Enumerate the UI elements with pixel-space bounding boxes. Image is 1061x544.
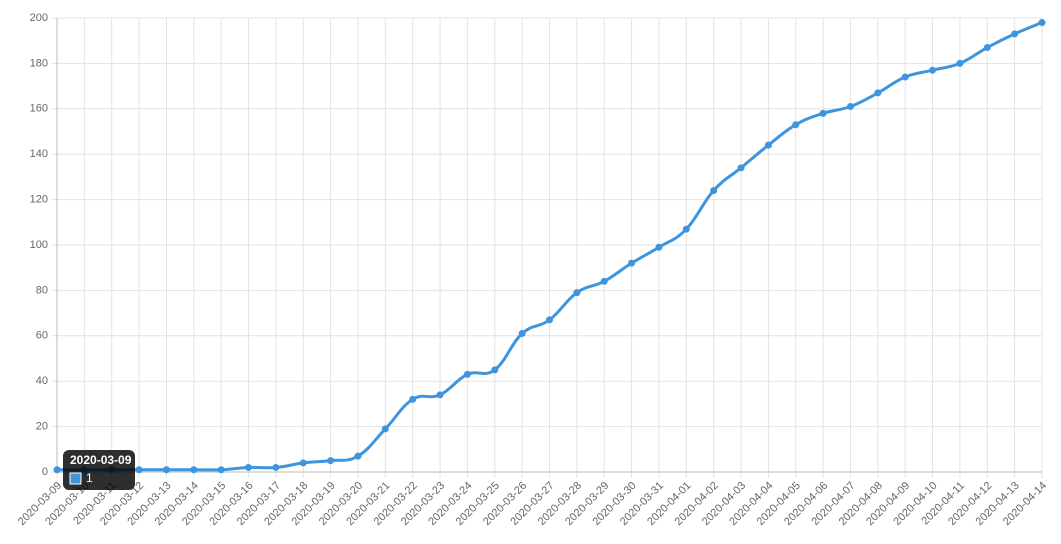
- point: [491, 366, 499, 374]
- point: [53, 466, 61, 474]
- point: [190, 466, 198, 474]
- point: [299, 459, 307, 467]
- point: [737, 164, 745, 172]
- y-tick-label: 200: [30, 12, 48, 24]
- point: [983, 44, 991, 52]
- point: [546, 316, 553, 324]
- point: [245, 463, 253, 471]
- tooltip-swatch: [69, 472, 82, 485]
- point: [162, 466, 170, 474]
- point: [682, 225, 690, 233]
- y-tick-label: 60: [36, 330, 48, 342]
- point: [819, 109, 827, 117]
- point: [710, 187, 718, 195]
- point: [874, 89, 882, 97]
- y-tick-label: 120: [30, 194, 48, 206]
- point: [956, 59, 964, 67]
- y-tick-label: 140: [30, 148, 48, 160]
- tooltip-value: 1: [86, 471, 93, 485]
- point: [381, 425, 389, 433]
- y-tick-label: 180: [30, 57, 48, 69]
- point: [846, 103, 854, 111]
- y-tick-label: 0: [42, 466, 48, 478]
- point: [573, 289, 581, 297]
- point: [655, 243, 663, 251]
- tooltip-title: 2020-03-09: [70, 453, 132, 467]
- point: [1011, 30, 1019, 38]
- point: [929, 66, 937, 74]
- point: [764, 141, 772, 149]
- y-tick-label: 160: [30, 103, 48, 115]
- y-tick-label: 40: [36, 375, 48, 387]
- point: [354, 452, 362, 460]
- point: [792, 121, 800, 129]
- point: [436, 391, 444, 399]
- point: [135, 466, 143, 474]
- y-tick-label: 80: [36, 284, 48, 296]
- point: [327, 457, 335, 465]
- point: [628, 259, 636, 267]
- point: [1038, 19, 1046, 27]
- point: [217, 466, 225, 474]
- y-tick-label: 20: [36, 421, 48, 433]
- point: [600, 277, 608, 285]
- point: [518, 330, 526, 338]
- y-tick-label: 100: [30, 239, 48, 251]
- point: [272, 463, 280, 471]
- point: [409, 395, 417, 403]
- point: [901, 73, 909, 81]
- point: [463, 370, 471, 378]
- tooltip: 2020-03-09 1: [63, 450, 135, 490]
